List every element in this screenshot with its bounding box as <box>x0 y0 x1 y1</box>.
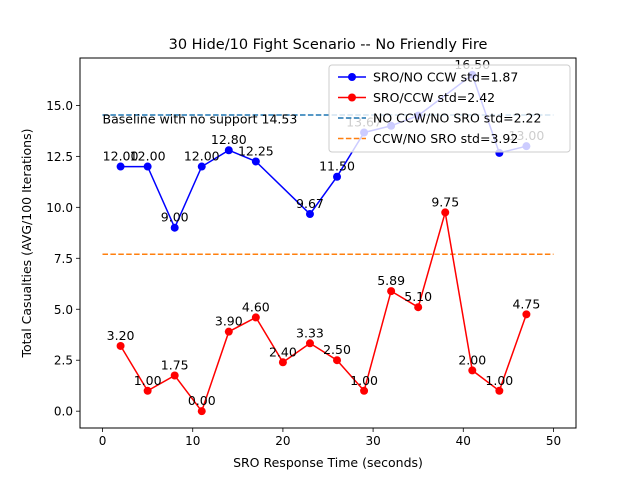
data-point <box>333 172 342 181</box>
legend-label: CCW/NO SRO std=3.92 <box>373 131 518 146</box>
data-label: 1.75 <box>161 358 189 373</box>
y-axis: 0.0 2.5 5.0 7.5 10.0 12.5 15.0 <box>46 99 80 419</box>
data-label: 5.89 <box>377 273 405 288</box>
data-point <box>143 162 152 171</box>
data-label: 11.50 <box>319 159 355 174</box>
data-labels: 12.0012.009.0012.0012.8012.259.6711.5013… <box>103 57 545 408</box>
data-point <box>441 208 450 217</box>
data-label: 5.10 <box>404 289 432 304</box>
data-point <box>251 313 260 322</box>
y-tick-label: 12.5 <box>46 150 73 164</box>
data-point <box>116 162 125 171</box>
y-tick-label: 0.0 <box>54 405 73 419</box>
data-label: 12.00 <box>103 149 139 164</box>
x-tick-label: 10 <box>185 434 200 448</box>
data-label: 3.33 <box>296 325 324 340</box>
legend: SRO/NO CCW std=1.87 SRO/CCW std=2.42 NO CC… <box>328 64 571 153</box>
legend-label: NO CCW/NO SRO std=2.22 <box>373 111 541 126</box>
x-tick-label: 30 <box>365 434 380 448</box>
data-label: 3.20 <box>107 328 135 343</box>
x-tick-label: 20 <box>275 434 290 448</box>
data-label: 2.40 <box>269 344 297 359</box>
y-tick-label: 5.0 <box>54 303 73 317</box>
data-point <box>224 146 233 155</box>
legend-marker <box>348 73 356 81</box>
chart-title: 30 Hide/10 Fight Scenario -- No Friendly… <box>169 37 488 53</box>
data-label: 12.25 <box>238 143 274 158</box>
y-tick-label: 15.0 <box>46 99 73 113</box>
plot-frame <box>79 57 577 429</box>
data-label: 12.00 <box>184 149 220 164</box>
data-label: 12.80 <box>211 132 247 147</box>
data-label: 1.00 <box>350 373 378 388</box>
series-line <box>119 212 528 413</box>
data-point <box>495 386 504 395</box>
data-point <box>305 339 314 348</box>
data-point <box>224 327 233 336</box>
legend-label: SRO/NO CCW std=1.87 <box>373 70 518 85</box>
legend-box <box>328 64 571 153</box>
data-label: 9.67 <box>296 196 324 211</box>
data-label: 2.50 <box>323 342 351 357</box>
data-point <box>170 371 179 380</box>
data-point <box>387 287 396 296</box>
x-tick-label: 40 <box>456 434 471 448</box>
data-point <box>116 341 125 350</box>
data-point <box>360 386 369 395</box>
x-tick-label: 50 <box>546 434 561 448</box>
data-point <box>468 366 477 375</box>
data-label: 4.60 <box>242 299 270 314</box>
legend-marker <box>348 93 356 102</box>
x-axis-label: SRO Response Time (seconds) <box>233 455 423 470</box>
baseline-annotation: Baseline with no support 14.53 <box>103 112 298 127</box>
data-label: 1.00 <box>485 373 513 388</box>
data-point <box>414 303 423 312</box>
data-point <box>197 407 206 416</box>
data-label: 9.00 <box>161 210 189 225</box>
data-point <box>251 157 260 166</box>
data-label: 1.00 <box>134 373 162 388</box>
y-tick-label: 2.5 <box>54 354 73 368</box>
data-label: 3.90 <box>215 314 243 329</box>
data-label: 0.00 <box>188 393 216 408</box>
data-point <box>170 223 179 232</box>
data-point <box>522 310 531 319</box>
legend-label: SRO/CCW std=2.42 <box>373 90 495 105</box>
data-point <box>143 386 152 395</box>
y-tick-label: 10.0 <box>46 201 73 215</box>
data-point <box>333 356 342 365</box>
data-point <box>278 358 287 367</box>
data-label: 9.75 <box>431 194 459 209</box>
data-label: 2.00 <box>458 352 486 367</box>
x-tick-label: 0 <box>99 434 107 448</box>
data-label: 12.00 <box>130 149 166 164</box>
data-label: 4.75 <box>512 296 540 311</box>
data-point <box>305 210 314 219</box>
y-tick-label: 7.5 <box>54 252 73 266</box>
data-point <box>197 162 206 171</box>
x-axis: 0 10 20 30 40 50 <box>99 428 561 448</box>
y-axis-label: Total Casualties (AVG/100 Iterations) <box>19 129 34 359</box>
